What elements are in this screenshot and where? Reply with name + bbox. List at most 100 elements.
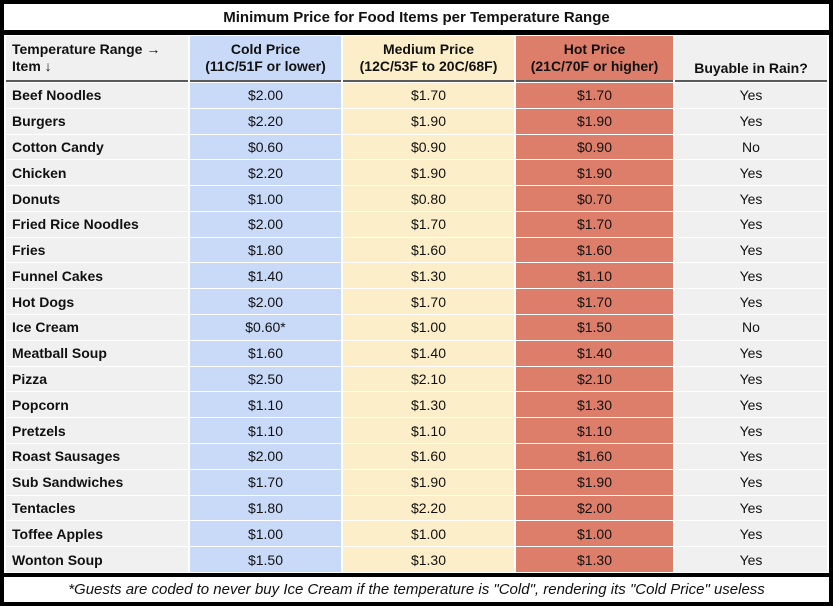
header-buyable-in-rain: Buyable in Rain?	[675, 36, 827, 82]
cell-hot: $0.90	[516, 134, 673, 160]
cell-cold: $1.80	[190, 237, 341, 263]
cell-item: Fries	[6, 237, 188, 263]
header-item: Temperature Range → Item ↓	[6, 36, 188, 82]
cell-item: Beef Noodles	[6, 83, 188, 108]
table-body: Beef Noodles $2.00 $1.70 $1.70 Yes Burgers $2.…	[6, 83, 827, 572]
cell-cold: $1.40	[190, 263, 341, 289]
cell-hot: $1.60	[516, 443, 673, 469]
cell-hot: $1.00	[516, 521, 673, 547]
cell-item: Wonton Soup	[6, 547, 188, 572]
cell-rain: Yes	[675, 521, 827, 547]
cell-rain: Yes	[675, 186, 827, 211]
cell-medium: $1.40	[343, 340, 514, 366]
cell-rain: Yes	[675, 263, 827, 289]
table-row: Sub Sandwiches $1.70 $1.90 $1.90 Yes	[6, 469, 827, 495]
cell-rain: Yes	[675, 392, 827, 418]
cell-item: Toffee Apples	[6, 521, 188, 547]
cell-medium: $1.30	[343, 263, 514, 289]
cell-cold: $2.00	[190, 289, 341, 315]
cell-cold: $1.70	[190, 469, 341, 495]
cell-item: Fried Rice Noodles	[6, 211, 188, 237]
cell-rain: Yes	[675, 495, 827, 521]
cell-cold: $2.20	[190, 108, 341, 134]
table-row: Roast Sausages $2.00 $1.60 $1.60 Yes	[6, 443, 827, 469]
cell-rain: Yes	[675, 289, 827, 315]
header-hot-line2: (21C/70F or higher)	[530, 58, 659, 74]
cell-item: Tentacles	[6, 495, 188, 521]
header-medium-line1: Medium Price	[382, 40, 475, 57]
cell-hot: $1.40	[516, 340, 673, 366]
cell-cold: $2.20	[190, 160, 341, 186]
cell-hot: $1.30	[516, 547, 673, 572]
cell-rain: No	[675, 315, 827, 340]
header-medium-price: Medium Price (12C/53F to 20C/68F)	[343, 36, 514, 82]
cell-cold: $1.60	[190, 340, 341, 366]
header-item-line1: Temperature Range →	[12, 40, 161, 57]
cell-cold: $1.50	[190, 547, 341, 572]
cell-rain: Yes	[675, 160, 827, 186]
cell-item: Funnel Cakes	[6, 263, 188, 289]
cell-hot: $1.10	[516, 263, 673, 289]
cell-item: Pizza	[6, 366, 188, 392]
table-row: Tentacles $1.80 $2.20 $2.00 Yes	[6, 495, 827, 521]
food-price-table: Temperature Range → Item ↓ Cold Price (1…	[4, 35, 829, 573]
cell-hot: $1.70	[516, 83, 673, 108]
cell-rain: No	[675, 134, 827, 160]
table-row: Meatball Soup $1.60 $1.40 $1.40 Yes	[6, 340, 827, 366]
cell-rain: Yes	[675, 469, 827, 495]
table-row: Pizza $2.50 $2.10 $2.10 Yes	[6, 366, 827, 392]
cell-medium: $2.20	[343, 495, 514, 521]
cell-item: Sub Sandwiches	[6, 469, 188, 495]
cell-item: Donuts	[6, 186, 188, 211]
cell-cold: $0.60	[190, 134, 341, 160]
cell-medium: $1.30	[343, 392, 514, 418]
cell-rain: Yes	[675, 237, 827, 263]
header-cold-line2: (11C/51F or lower)	[205, 58, 326, 74]
cell-item: Meatball Soup	[6, 340, 188, 366]
cell-item: Chicken	[6, 160, 188, 186]
cell-cold: $2.00	[190, 443, 341, 469]
header-cold-line1: Cold Price	[230, 40, 301, 57]
table-row: Beef Noodles $2.00 $1.70 $1.70 Yes	[6, 83, 827, 108]
table-row: Chicken $2.20 $1.90 $1.90 Yes	[6, 160, 827, 186]
cell-hot: $1.90	[516, 160, 673, 186]
cell-medium: $1.60	[343, 237, 514, 263]
cell-cold: $1.80	[190, 495, 341, 521]
table-row: Toffee Apples $1.00 $1.00 $1.00 Yes	[6, 521, 827, 547]
cell-hot: $1.70	[516, 211, 673, 237]
cell-item: Popcorn	[6, 392, 188, 418]
cell-rain: Yes	[675, 83, 827, 108]
cell-rain: Yes	[675, 340, 827, 366]
table-row: Funnel Cakes $1.40 $1.30 $1.10 Yes	[6, 263, 827, 289]
cell-hot: $1.90	[516, 469, 673, 495]
cell-hot: $1.70	[516, 289, 673, 315]
cell-hot: $1.10	[516, 418, 673, 443]
table-row: Popcorn $1.10 $1.30 $1.30 Yes	[6, 392, 827, 418]
cell-item: Ice Cream	[6, 315, 188, 340]
cell-hot: $1.30	[516, 392, 673, 418]
table-row: Fries $1.80 $1.60 $1.60 Yes	[6, 237, 827, 263]
cell-hot: $1.90	[516, 108, 673, 134]
cell-rain: Yes	[675, 547, 827, 572]
cell-hot: $2.00	[516, 495, 673, 521]
cell-medium: $1.10	[343, 418, 514, 443]
cell-medium: $1.70	[343, 289, 514, 315]
cell-rain: Yes	[675, 366, 827, 392]
header-medium-line2: (12C/53F to 20C/68F)	[359, 58, 498, 74]
cell-cold: $1.10	[190, 418, 341, 443]
cell-hot: $1.60	[516, 237, 673, 263]
cell-cold: $2.00	[190, 211, 341, 237]
cell-medium: $2.10	[343, 366, 514, 392]
cell-rain: Yes	[675, 443, 827, 469]
cell-medium: $1.70	[343, 83, 514, 108]
header-cold-price: Cold Price (11C/51F or lower)	[190, 36, 341, 82]
table-row: Wonton Soup $1.50 $1.30 $1.30 Yes	[6, 547, 827, 572]
table-row: Pretzels $1.10 $1.10 $1.10 Yes	[6, 418, 827, 443]
cell-medium: $1.90	[343, 469, 514, 495]
cell-hot: $1.50	[516, 315, 673, 340]
cell-cold: $1.00	[190, 186, 341, 211]
cell-rain: Yes	[675, 108, 827, 134]
cell-medium: $0.90	[343, 134, 514, 160]
cell-item: Pretzels	[6, 418, 188, 443]
